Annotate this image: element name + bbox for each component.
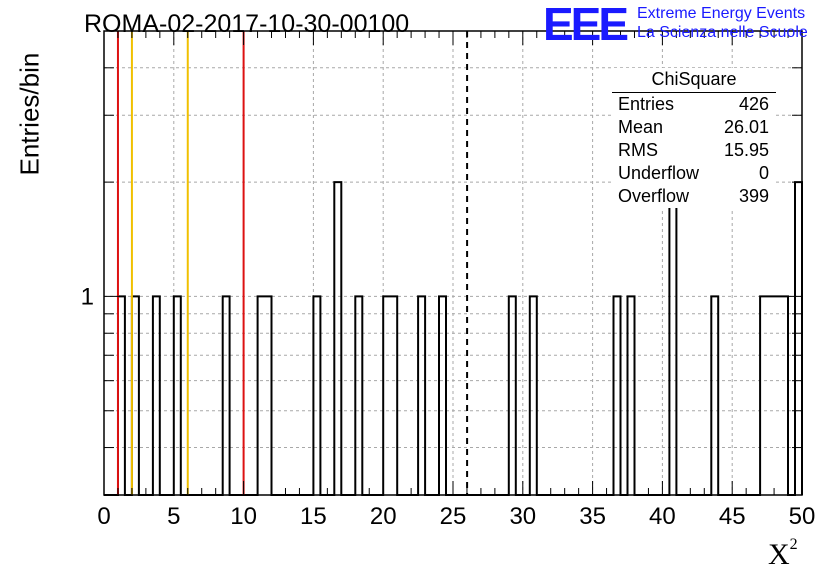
histogram-bar xyxy=(614,296,621,495)
histogram-bar xyxy=(439,296,446,495)
logo-caption-line1: Extreme Energy Events xyxy=(637,5,806,22)
stats-label: Entries xyxy=(618,94,675,114)
logo-caption-line2: La Scienza nelle Scuole xyxy=(637,24,808,41)
chart-title: ROMA-02-2017-10-30-00100 xyxy=(84,10,410,38)
histogram-bar xyxy=(781,296,788,495)
logo-caption: Extreme Energy Events La Scienza nelle S… xyxy=(637,4,808,42)
stats-row: Entries 426 xyxy=(612,93,776,116)
histogram-bar xyxy=(174,296,181,495)
histogram-bar xyxy=(509,296,516,495)
stats-row: Underflow 0 xyxy=(612,162,776,185)
stats-box-title: ChiSquare xyxy=(612,68,776,93)
y-axis-label: Entries/bin xyxy=(14,52,45,176)
stats-value: 26.01 xyxy=(723,117,769,137)
stats-row: Overflow 399 xyxy=(612,185,776,208)
x-axis-label-base: X xyxy=(768,538,790,571)
histogram-bar xyxy=(760,296,767,495)
stats-value: 426 xyxy=(738,94,769,114)
x-tick-label: 20 xyxy=(370,503,397,530)
stats-value: 0 xyxy=(758,163,769,183)
histogram-bar xyxy=(390,296,397,495)
stats-value: 399 xyxy=(738,186,769,206)
histogram-bar xyxy=(223,296,230,495)
histogram-bar xyxy=(334,182,341,495)
y-tick-label: 1 xyxy=(81,283,94,310)
histogram-bar xyxy=(258,296,265,495)
histogram-bar xyxy=(767,296,774,495)
stats-row: Mean 26.01 xyxy=(612,116,776,139)
x-tick-label: 45 xyxy=(719,503,746,530)
histogram-bar xyxy=(153,296,160,495)
histogram-bar xyxy=(118,296,125,495)
stats-label: Underflow xyxy=(618,163,700,183)
stats-value: 15.95 xyxy=(723,140,769,160)
histogram-bar xyxy=(265,296,272,495)
stats-label: Mean xyxy=(618,117,664,137)
histogram-bar xyxy=(313,296,320,495)
x-axis-label: X2 xyxy=(768,536,798,572)
x-tick-label: 35 xyxy=(579,503,606,530)
stats-label: RMS xyxy=(618,140,658,160)
histogram-bar xyxy=(795,182,802,495)
histogram-bar xyxy=(132,296,139,495)
stats-box: ChiSquare Entries 426 Mean 26.01 RMS 15.95 … xyxy=(612,68,776,208)
x-tick-label: 10 xyxy=(230,503,257,530)
stats-row: RMS 15.95 xyxy=(612,139,776,162)
histogram-bar xyxy=(383,296,390,495)
stats-label: Overflow xyxy=(618,186,690,206)
eee-logo: EEE xyxy=(543,0,629,50)
x-tick-label: 0 xyxy=(97,503,110,530)
x-tick-label: 25 xyxy=(440,503,467,530)
x-tick-label: 40 xyxy=(649,503,676,530)
x-axis-label-superscript: 2 xyxy=(789,536,798,553)
x-tick-label: 50 xyxy=(789,503,816,530)
histogram-bar xyxy=(669,182,676,495)
histogram-bar xyxy=(355,296,362,495)
histogram-bar xyxy=(418,296,425,495)
histogram-bar xyxy=(711,296,718,495)
histogram-bar xyxy=(628,296,635,495)
x-tick-label: 15 xyxy=(300,503,327,530)
histogram-bar xyxy=(774,296,781,495)
x-tick-label: 5 xyxy=(167,503,180,530)
histogram-bar xyxy=(530,296,537,495)
x-tick-label: 30 xyxy=(509,503,536,530)
